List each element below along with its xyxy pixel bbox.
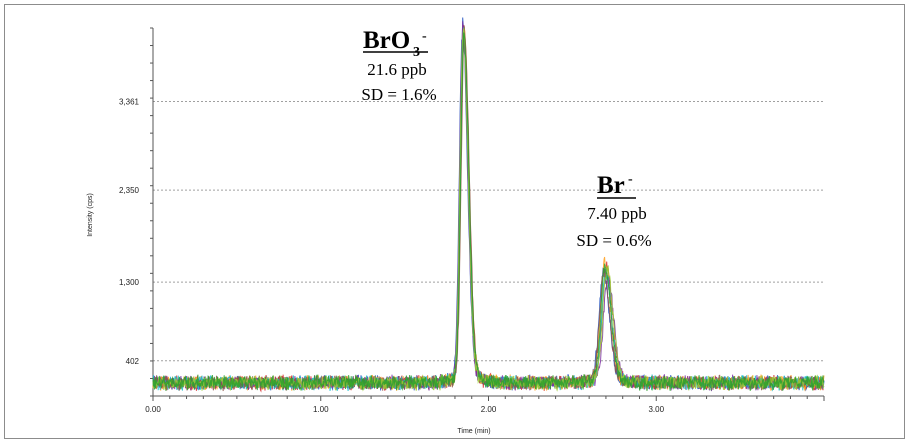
series-trace-5: [152, 27, 825, 392]
x-axis-title: Time (min): [457, 428, 490, 435]
series-trace-1: [152, 17, 825, 392]
axes: [150, 27, 825, 401]
series-trace-8: [152, 32, 825, 391]
series-trace-6: [152, 25, 825, 392]
peak2-label-superscript: -: [628, 172, 633, 187]
y-axis-title: Intensity (cps): [87, 193, 94, 237]
y-tick-labels: 402 1,300 2,350 3,361: [119, 98, 140, 366]
y-tick-label: 2,350: [119, 186, 140, 195]
x-tick-label: 3.00: [648, 405, 664, 414]
peak2-sd: SD = 0.6%: [576, 231, 651, 250]
x-tick-labels: 0.00 1.00 2.00 3.00: [145, 405, 664, 414]
y-tick-label: 3,361: [119, 98, 140, 107]
peak1-label-superscript: -: [422, 29, 427, 44]
x-tick-label: 2.00: [481, 405, 497, 414]
peak2-concentration: 7.40 ppb: [587, 204, 647, 223]
x-tick-label: 0.00: [145, 405, 161, 414]
peak-annotation-bromide: Br - 7.40 ppb SD = 0.6%: [576, 172, 651, 250]
peak2-label-main: Br: [597, 172, 625, 199]
series-traces: [152, 17, 825, 393]
grid-lines: [153, 101, 824, 362]
peak-annotation-bromate: BrO 3 - 21.6 ppb SD = 1.6%: [361, 27, 436, 104]
peak1-concentration: 21.6 ppb: [367, 60, 427, 79]
peak1-label-main: BrO: [363, 27, 410, 54]
x-tick-label: 1.00: [313, 405, 329, 414]
series-trace-4: [152, 21, 825, 392]
y-tick-label: 402: [126, 357, 140, 366]
series-trace-3: [152, 26, 825, 392]
series-trace-2: [152, 24, 825, 393]
y-tick-label: 1,300: [119, 278, 140, 287]
series-trace-7: [152, 28, 825, 392]
peak1-sd: SD = 1.6%: [361, 85, 436, 104]
